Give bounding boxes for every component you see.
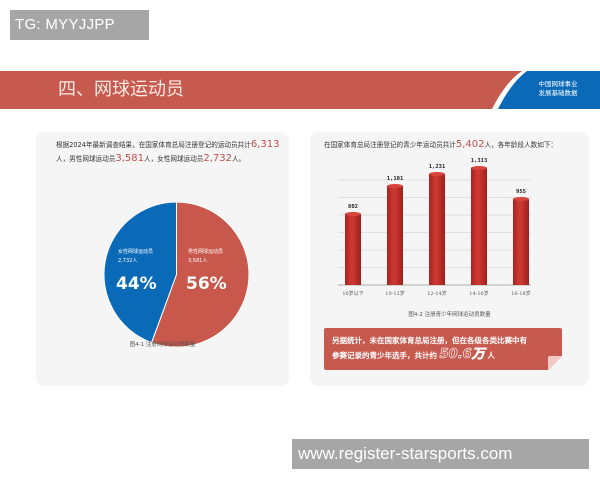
pie-caption: 图4-1 注册网球运动员数量	[129, 342, 196, 348]
youth-total-count: 5,402	[455, 139, 485, 150]
unregistered-youth-note: 另据统计，未在国家体育总局注册，但在各级各类比赛中有 参赛记录的青少年选手，共计…	[324, 328, 562, 370]
banner-subtitle-line2: 发展基础数据	[538, 89, 578, 97]
pie-male-label: 男性网球运动员 3,581人	[188, 248, 223, 266]
intro-text: 人，女性网球运动员	[143, 155, 204, 163]
bar-category-1: 10岁以下	[342, 291, 364, 297]
bar-value-2: 1,101	[386, 176, 404, 182]
section-title: 四、网球运动员	[58, 79, 184, 100]
section-banner: 四、网球运动员 中国网球事业 发展基础数据	[0, 71, 600, 109]
watermark-top: TG: MYYJJPP	[10, 10, 149, 40]
pie-slice-male	[150, 201, 250, 348]
bar-category-5: 16-18岁	[511, 291, 531, 297]
pie-female-percent: 44%	[116, 274, 157, 294]
bars	[345, 166, 529, 285]
bar-value-4: 1,313	[470, 158, 488, 164]
total-count: 6,313	[250, 139, 280, 150]
bar-value-1: 802	[348, 204, 358, 210]
note-text: 人	[487, 351, 495, 360]
youth-players-intro: 在国家体育总局注册登记的青少年运动员共计5,402人，各年龄段人数如下：	[324, 138, 584, 152]
intro-text: 人，各年龄段人数如下：	[484, 141, 558, 149]
bar-category-3: 12-14岁	[427, 291, 447, 297]
pie-female-label: 女性网球运动员 2,732人	[118, 248, 153, 266]
registered-players-intro: 根据2024年最新调查结果，在国家体育总局注册登记的运动员共计6,313 人，男…	[56, 138, 281, 166]
male-count: 3,581	[115, 153, 144, 164]
bar-category-4: 14-16岁	[469, 291, 489, 297]
youth-players-card: 在国家体育总局注册登记的青少年运动员共计5,402人，各年龄段人数如下：	[310, 132, 589, 386]
bar-caption: 图4-2 注册青少年网球运动员数量	[408, 312, 491, 318]
intro-text: 人，男性网球运动员	[56, 155, 116, 163]
watermark-bottom: www.register-starsports.com	[292, 439, 589, 469]
intro-text: 根据2024年最新调查结果，在国家体育总局注册登记的运动员共计	[56, 141, 251, 149]
banner-blue-badge: 中国网球事业 发展基础数据	[430, 71, 600, 109]
female-label: 女性网球运动员	[118, 249, 154, 255]
registered-players-card: 根据2024年最新调查结果，在国家体育总局注册登记的运动员共计6,313 人，男…	[36, 132, 289, 386]
page-fold-icon	[548, 356, 562, 370]
youth-bar-chart: 802 1,101 1,231 1,313 955 10岁以下 10-12岁 1…	[310, 132, 589, 332]
intro-text: 人。	[231, 155, 246, 163]
pie-male-percent: 56%	[186, 274, 227, 294]
female-count: 2,732	[203, 153, 232, 164]
intro-text: 在国家体育总局注册登记的青少年运动员共计	[324, 141, 456, 149]
note-line-2: 参赛记录的青少年选手，共计约 50.6万 人	[332, 347, 554, 363]
note-text: 参赛记录的青少年选手，共计约	[332, 351, 437, 360]
bar-value-5: 955	[516, 189, 526, 195]
male-count-label: 3,581人	[188, 258, 208, 264]
note-highlight-number: 50.6万	[439, 347, 485, 362]
note-line-1: 另据统计，未在国家体育总局注册，但在各级各类比赛中有	[332, 336, 527, 345]
banner-subtitle-line1: 中国网球事业	[538, 80, 578, 88]
gender-pie-chart: 女性网球运动员 2,732人 44% 男性网球运动员 3,581人 56%	[103, 201, 250, 348]
banner-subtitle: 中国网球事业 发展基础数据	[528, 80, 588, 98]
female-count-label: 2,732人	[118, 258, 138, 264]
bar-value-3: 1,231	[428, 164, 446, 170]
pie-slice-female	[103, 201, 177, 344]
bar-category-2: 10-12岁	[385, 291, 405, 297]
male-label: 男性网球运动员	[188, 249, 224, 255]
